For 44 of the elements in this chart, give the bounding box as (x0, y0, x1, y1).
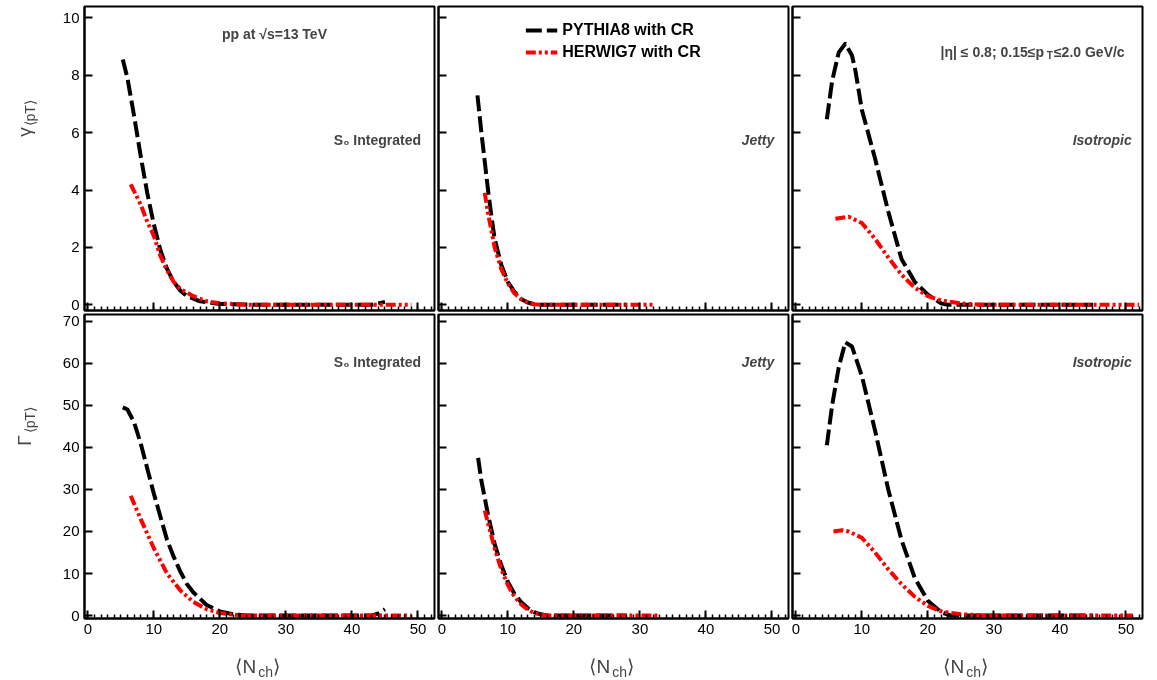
x-tick-label: 40 (343, 619, 361, 637)
legend-label: PYTHIA8 with CR (562, 21, 694, 39)
y-tick-label: 6 (71, 123, 80, 141)
y-tick-label: 10 (62, 8, 80, 26)
line-series (128, 493, 414, 618)
y-tick-label: 60 (62, 354, 80, 372)
y-axis-title: γ⟨pT⟩ (14, 100, 39, 137)
y-tick-label: 8 (71, 66, 80, 84)
x-tick-label: 0 (437, 619, 446, 637)
y-tick-label: 0 (71, 295, 80, 313)
x-tick-label: 50 (409, 619, 427, 637)
y-tick-label: 0 (71, 606, 80, 624)
annotation: Jetty (741, 131, 776, 148)
annotation: Isotropic (1072, 353, 1133, 370)
x-tick-label: 10 (853, 619, 871, 637)
x-tick-label: 0 (83, 619, 92, 637)
x-tick-label: 0 (791, 619, 800, 637)
x-tick-label: 20 (565, 619, 583, 637)
annotation: pp at √s=13 TeV (221, 25, 328, 42)
x-tick-label: 40 (697, 619, 715, 637)
annotation: Isotropic (1072, 131, 1133, 148)
y-tick-label: 40 (62, 438, 80, 456)
x-tick-label: 30 (277, 619, 295, 637)
annotation: S₀ Integrated (333, 131, 422, 148)
x-tick-label: 10 (145, 619, 163, 637)
x-tick-label: 10 (499, 619, 517, 637)
legend-label: HERWIG7 with CR (562, 43, 701, 61)
x-tick-label: 40 (1051, 619, 1069, 637)
x-tick-label: 30 (985, 619, 1003, 637)
x-tick-label: 20 (919, 619, 937, 637)
y-tick-label: 70 (62, 312, 80, 330)
y-tick-label: 10 (62, 564, 80, 582)
x-tick-label: 50 (1117, 619, 1135, 637)
y-tick-label: 4 (71, 181, 80, 199)
y-tick-label: 30 (62, 480, 80, 498)
annotation: Jetty (741, 353, 776, 370)
x-tick-label: 20 (211, 619, 229, 637)
y-tick-label: 2 (71, 238, 80, 256)
y-tick-label: 20 (62, 522, 80, 540)
annotation: S₀ Integrated (333, 353, 422, 370)
y-axis-title: Γ⟨pT⟩ (14, 406, 39, 446)
x-tick-label: 30 (631, 619, 649, 637)
x-tick-label: 50 (763, 619, 781, 637)
y-tick-label: 50 (62, 396, 80, 414)
